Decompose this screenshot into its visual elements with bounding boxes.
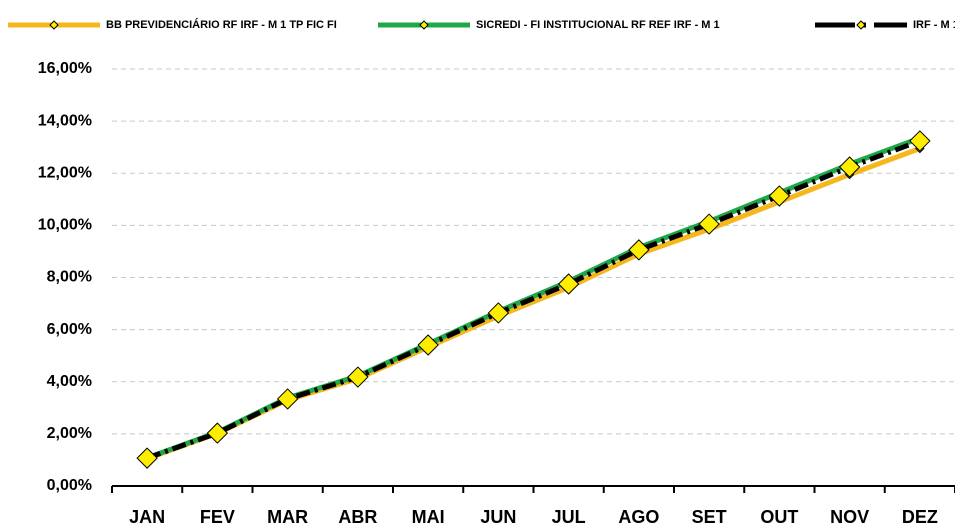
y-tick-label: 10,00% bbox=[38, 217, 92, 234]
y-tick-label: 4,00% bbox=[47, 373, 92, 390]
x-tick-label: FEV bbox=[200, 507, 235, 527]
legend-label: SICREDI - FI INSTITUCIONAL RF REF IRF - … bbox=[476, 19, 720, 31]
x-tick-label: MAR bbox=[267, 507, 308, 527]
x-tick-label: MAI bbox=[412, 507, 445, 527]
y-tick-label: 2,00% bbox=[47, 425, 92, 442]
marker bbox=[557, 273, 580, 295]
legend-label: IRF - M 1 bbox=[913, 19, 955, 31]
marker bbox=[909, 130, 931, 152]
x-tick-label: JUN bbox=[480, 507, 516, 527]
y-tick-label: 0,00% bbox=[47, 477, 92, 494]
x-tick-label: JAN bbox=[129, 507, 165, 527]
marker bbox=[136, 447, 158, 469]
y-tick-label: 6,00% bbox=[47, 321, 92, 338]
x-tick-label: NOV bbox=[830, 507, 869, 527]
marker bbox=[417, 334, 439, 356]
legend-marker bbox=[856, 20, 866, 30]
legend-marker bbox=[419, 20, 429, 30]
x-tick-label: SET bbox=[692, 507, 727, 527]
x-tick-label: DEZ bbox=[902, 507, 938, 527]
marker bbox=[628, 239, 650, 261]
legend-label: BB PREVIDENCIÁRIO RF IRF - M 1 TP FIC FI bbox=[106, 18, 337, 31]
marker bbox=[276, 388, 299, 410]
series-line bbox=[146, 138, 921, 461]
marker bbox=[698, 213, 720, 235]
y-tick-label: 8,00% bbox=[47, 269, 92, 286]
legend-marker bbox=[49, 20, 59, 30]
y-tick-label: 14,00% bbox=[38, 112, 92, 129]
marker bbox=[206, 422, 229, 444]
y-tick-label: 16,00% bbox=[38, 60, 92, 77]
x-tick-label: JUL bbox=[552, 507, 586, 527]
x-tick-label: OUT bbox=[760, 507, 798, 527]
marker bbox=[768, 185, 791, 207]
marker bbox=[487, 302, 510, 324]
x-tick-label: ABR bbox=[338, 507, 377, 527]
y-tick-label: 12,00% bbox=[38, 164, 92, 181]
marker bbox=[838, 156, 861, 178]
marker bbox=[347, 366, 369, 388]
x-tick-label: AGO bbox=[618, 507, 659, 527]
